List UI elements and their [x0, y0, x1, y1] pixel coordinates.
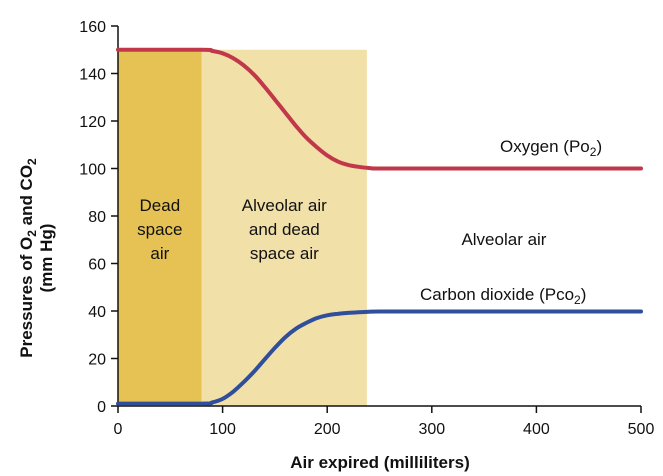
y-axis-title-sub1: 2 [25, 230, 39, 237]
axes-layer: 0 20 40 60 80 100 120 140 160 0 100 200 300 400 500 [79, 19, 654, 438]
region-2 [366, 49, 641, 406]
y-tick-label: 40 [88, 304, 106, 321]
y-axis-title-sub2: 2 [25, 158, 39, 165]
label-layer: Dead space air Alveolar air and dead space ai… [137, 137, 602, 307]
y-tick-label: 120 [79, 114, 106, 131]
y-tick-label: 100 [79, 162, 106, 179]
region-label-1-2: space air [250, 244, 319, 263]
series-line-1 [116, 309, 643, 406]
x-tick-label: 400 [523, 421, 550, 438]
x-tick-label: 300 [418, 421, 445, 438]
x-axis-title: Air expired (milliliters) [290, 453, 470, 472]
y-axis-title-main: Pressures of O [17, 237, 36, 358]
y-tick-label: 60 [88, 257, 106, 274]
region-label-0-0: Dead [140, 196, 181, 215]
y-axis-title-mid: and CO [17, 165, 36, 230]
x-tick-label: 500 [628, 421, 655, 438]
y-tick-label: 140 [79, 67, 106, 84]
y-tick-label: 20 [88, 352, 106, 369]
region-label-0-1: space [137, 220, 182, 239]
region-label-1-0: Alveolar air [242, 196, 327, 215]
region-layer [118, 49, 641, 406]
svg-text:Pressures of O2 and CO2: Pressures of O2 and CO2 [17, 158, 39, 358]
series-layer [116, 47, 643, 406]
series-label-1: Carbon dioxide (Pco2) [420, 285, 586, 307]
region-0 [118, 49, 202, 406]
y-tick-label: 0 [97, 399, 106, 416]
y-tick-label: 80 [88, 209, 106, 226]
y-axis-title-units: (mm Hg) [37, 224, 56, 293]
x-tick-label: 100 [209, 421, 236, 438]
region-label-1-1: and dead [249, 220, 320, 239]
series-label-0: Oxygen (Po2) [500, 137, 602, 159]
y-tick-label: 160 [79, 19, 106, 36]
y-axis-title: Pressures of O2 and CO2 (mm Hg) [17, 158, 56, 358]
x-tick-label: 0 [114, 421, 123, 438]
region-label-2-0: Alveolar air [461, 230, 546, 249]
x-tick-label: 200 [314, 421, 341, 438]
region-label-0-2: air [150, 244, 169, 263]
series-line-0 [116, 47, 643, 171]
